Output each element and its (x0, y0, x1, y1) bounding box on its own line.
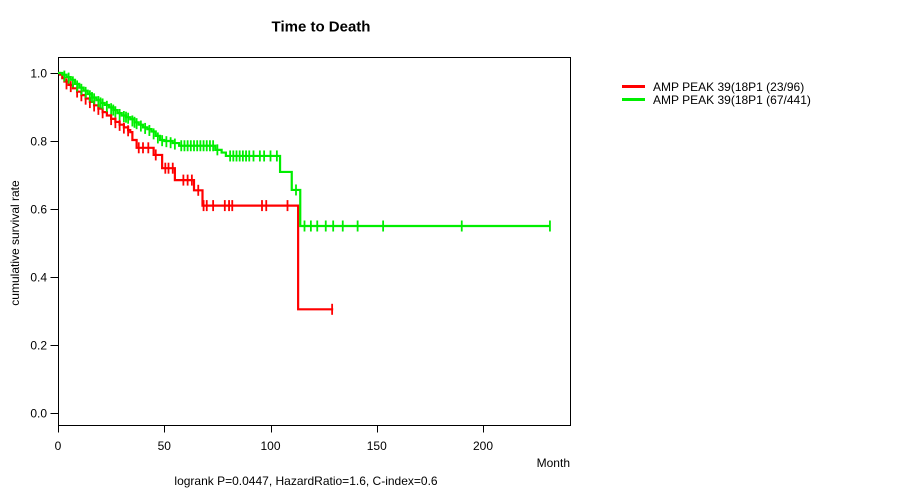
legend-item-red: AMP PEAK 39(18P1 (23/96) (622, 79, 811, 94)
legend-label-green: AMP PEAK 39(18P1 (67/441) (653, 92, 811, 107)
x-tick-label: 50 (158, 439, 172, 453)
km-curve-1 (58, 71, 550, 228)
chart-title: Time to Death (271, 18, 371, 36)
legend-line-red-icon (622, 85, 645, 88)
x-tick-label: 200 (473, 439, 493, 453)
x-tick-label: 0 (55, 439, 62, 453)
km-curve-0 (58, 71, 334, 311)
legend: AMP PEAK 39(18P1 (23/96) AMP PEAK 39(18P… (622, 79, 811, 107)
legend-item-green: AMP PEAK 39(18P1 (67/441) (622, 92, 811, 107)
y-tick-label: 0.2 (30, 339, 47, 353)
x-tick-label: 150 (367, 439, 387, 453)
legend-label-red: AMP PEAK 39(18P1 (23/96) (653, 79, 805, 94)
stats-annotation: logrank P=0.0447, HazardRatio=1.6, C-ind… (174, 474, 438, 488)
y-tick-label: 0.0 (30, 407, 47, 421)
y-tick-label: 1.0 (30, 67, 47, 81)
legend-line-green-icon (622, 98, 645, 101)
y-tick-label: 0.8 (30, 135, 47, 149)
x-axis-label: Month (536, 456, 570, 470)
y-tick-label: 0.6 (30, 203, 47, 217)
y-tick-label: 0.4 (30, 271, 47, 285)
y-axis-label: cumulative survival rate (8, 180, 22, 306)
plot-box (58, 57, 571, 426)
x-tick-label: 100 (260, 439, 280, 453)
